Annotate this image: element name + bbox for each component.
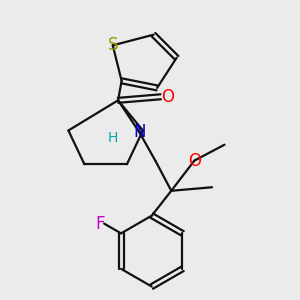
Text: N: N bbox=[133, 123, 145, 141]
Text: O: O bbox=[188, 152, 201, 169]
Text: F: F bbox=[95, 214, 105, 232]
Text: O: O bbox=[161, 88, 174, 106]
Text: H: H bbox=[108, 130, 118, 145]
Text: S: S bbox=[107, 36, 118, 54]
